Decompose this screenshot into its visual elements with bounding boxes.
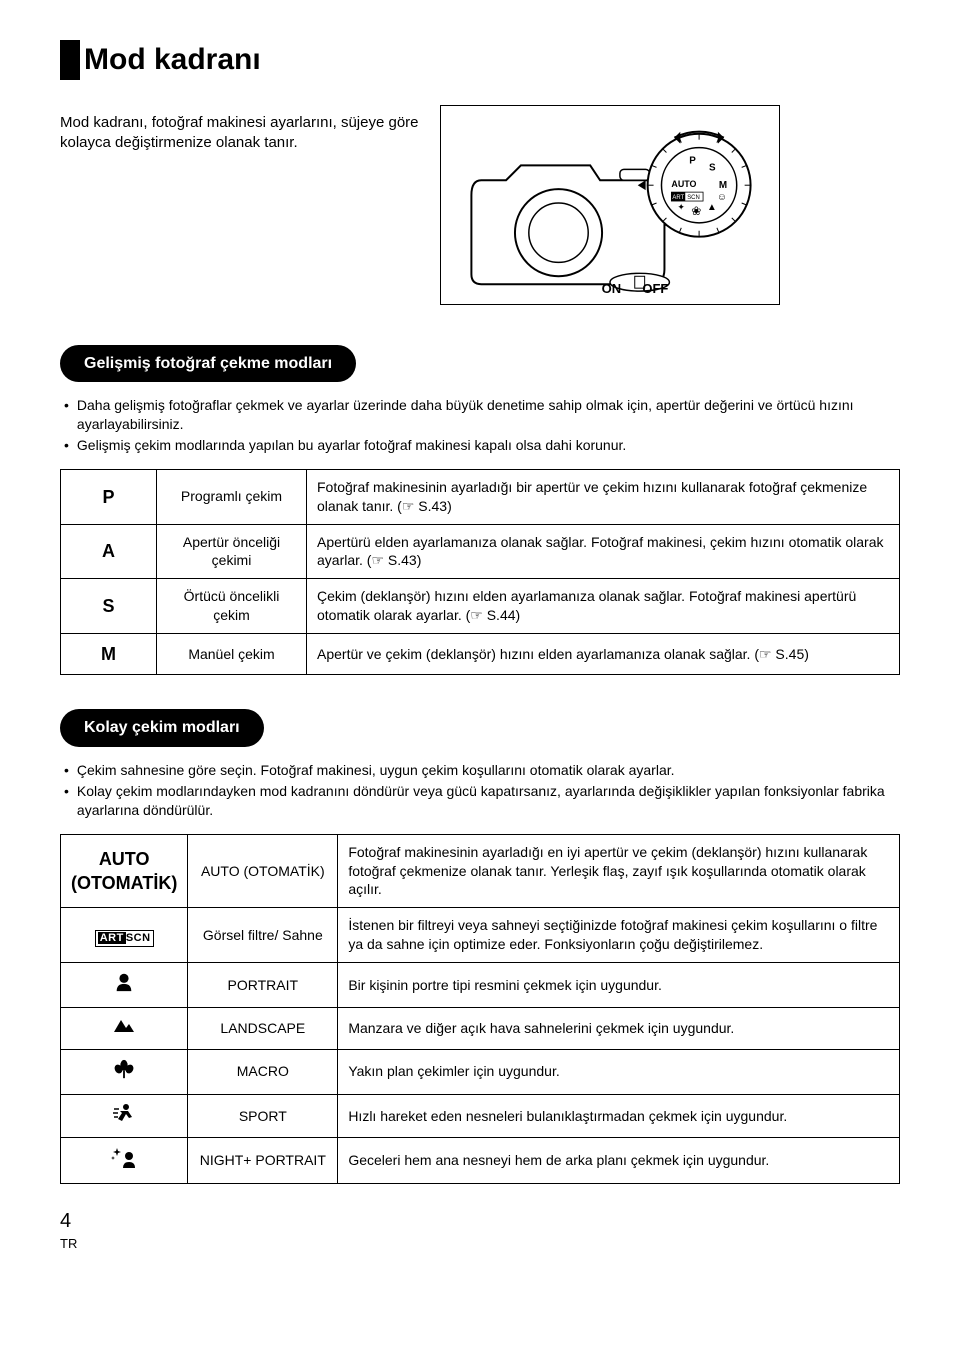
dial-s-label: S [709, 162, 716, 173]
mode-desc: Yakın plan çekimler için uygundur. [338, 1049, 900, 1094]
artscn-icon: ARTSCN [95, 930, 154, 947]
table-row: LANDSCAPE Manzara ve diğer açık hava sah… [61, 1008, 900, 1049]
mode-name: Örtücü öncelikli çekim [157, 579, 307, 634]
mode-name: SPORT [188, 1095, 338, 1138]
mode-name: Manüel çekim [157, 634, 307, 675]
easy-modes-table: AUTO (OTOMATİK) AUTO (OTOMATİK) Fotoğraf… [60, 834, 900, 1184]
table-row: SPORT Hızlı hareket eden nesneleri bulan… [61, 1095, 900, 1138]
page-title: Mod kadranı [84, 40, 261, 81]
mode-desc: Apertür ve çekim (deklanşör) hızını elde… [307, 634, 900, 675]
off-label: OFF [642, 280, 668, 298]
dial-m-label: M [719, 180, 727, 191]
mode-symbol: AUTO (OTOMATİK) [61, 834, 188, 908]
mode-name: AUTO (OTOMATİK) [188, 834, 338, 908]
camera-svg: AUTO P S M ART SCN ❀ ▲ ☺ ✦ [441, 106, 779, 304]
mode-desc: Apertürü elden ayarlamanıza olanak sağla… [307, 524, 900, 579]
mode-desc: İstenen bir filtreyi veya sahneyi seçtiğ… [338, 908, 900, 963]
table-row: M Manüel çekim Apertür ve çekim (deklanş… [61, 634, 900, 675]
mode-symbol [61, 1095, 188, 1138]
page-footer: 4 TR [60, 1208, 900, 1253]
svg-text:▲: ▲ [707, 201, 717, 212]
mode-name: PORTRAIT [188, 963, 338, 1008]
mode-name: MACRO [188, 1049, 338, 1094]
mode-symbol: A [61, 524, 157, 579]
mode-desc: Geceleri hem ana nesneyi hem de arka pla… [338, 1138, 900, 1183]
mode-symbol: M [61, 634, 157, 675]
night-portrait-icon [111, 1146, 137, 1168]
mode-desc: Fotoğraf makinesinin ayarladığı bir aper… [307, 469, 900, 524]
svg-text:❀: ❀ [691, 203, 701, 217]
easy-heading: Kolay çekim modları [60, 709, 264, 747]
table-row: S Örtücü öncelikli çekim Çekim (deklanşö… [61, 579, 900, 634]
mode-symbol: S [61, 579, 157, 634]
table-row: A Apertür önceliği çekimi Apertürü elden… [61, 524, 900, 579]
mode-desc: Hızlı hareket eden nesneleri bulanıklaşt… [338, 1095, 900, 1138]
advanced-modes-table: P Programlı çekim Fotoğraf makinesinin a… [60, 469, 900, 676]
mode-desc: Manzara ve diğer açık hava sahnelerini ç… [338, 1008, 900, 1049]
svg-text:✦: ✦ [677, 201, 685, 211]
mode-name: NIGHT+ PORTRAIT [188, 1138, 338, 1183]
mode-symbol [61, 1138, 188, 1183]
dial-auto-label: AUTO [671, 179, 696, 189]
landscape-icon [112, 1016, 136, 1034]
mode-name: Programlı çekim [157, 469, 307, 524]
table-row: PORTRAIT Bir kişinin portre tipi resmini… [61, 963, 900, 1008]
dial-p-label: P [689, 155, 696, 166]
camera-illustration: AUTO P S M ART SCN ❀ ▲ ☺ ✦ ON [440, 105, 780, 305]
table-row: P Programlı çekim Fotoğraf makinesinin a… [61, 469, 900, 524]
table-row: AUTO (OTOMATİK) AUTO (OTOMATİK) Fotoğraf… [61, 834, 900, 908]
mode-symbol [61, 1049, 188, 1094]
svg-text:ART: ART [672, 195, 684, 201]
mode-symbol [61, 1008, 188, 1049]
mode-desc: Çekim (deklanşör) hızını elden ayarlaman… [307, 579, 900, 634]
macro-icon [113, 1058, 135, 1080]
easy-bullets: Çekim sahnesine göre seçin. Fotoğraf mak… [60, 761, 900, 820]
mode-name: Görsel filtre/ Sahne [188, 908, 338, 963]
sport-icon [112, 1103, 136, 1123]
page-number: 4 [60, 1210, 71, 1232]
advanced-bullets: Daha gelişmiş fotoğraflar çekmek ve ayar… [60, 396, 900, 455]
page-lang: TR [60, 1236, 77, 1251]
advanced-heading: Gelişmiş fotoğraf çekme modları [60, 345, 356, 383]
mode-desc: Fotoğraf makinesinin ayarladığı en iyi a… [338, 834, 900, 908]
on-label: ON [602, 280, 622, 298]
mode-desc: Bir kişinin portre tipi resmini çekmek i… [338, 963, 900, 1008]
svg-text:SCN: SCN [687, 195, 700, 201]
portrait-icon [113, 971, 135, 993]
advanced-bullet-1: Gelişmiş çekim modlarında yapılan bu aya… [77, 436, 626, 455]
table-row: NIGHT+ PORTRAIT Geceleri hem ana nesneyi… [61, 1138, 900, 1183]
title-accent-bar [60, 40, 80, 80]
table-row: ARTSCN Görsel filtre/ Sahne İstenen bir … [61, 908, 900, 963]
svg-text:☺: ☺ [717, 192, 727, 203]
mode-symbol: P [61, 469, 157, 524]
mode-name: Apertür önceliği çekimi [157, 524, 307, 579]
page-title-bar: Mod kadranı [60, 40, 900, 81]
advanced-bullet-0: Daha gelişmiş fotoğraflar çekmek ve ayar… [77, 396, 900, 434]
table-row: MACRO Yakın plan çekimler için uygundur. [61, 1049, 900, 1094]
easy-bullet-0: Çekim sahnesine göre seçin. Fotoğraf mak… [77, 761, 675, 780]
mode-symbol: ARTSCN [61, 908, 188, 963]
easy-bullet-1: Kolay çekim modlarındayken mod kadranını… [77, 782, 900, 820]
intro-paragraph: Mod kadranı, fotoğraf makinesi ayarların… [60, 113, 420, 154]
mode-name: LANDSCAPE [188, 1008, 338, 1049]
mode-symbol [61, 963, 188, 1008]
